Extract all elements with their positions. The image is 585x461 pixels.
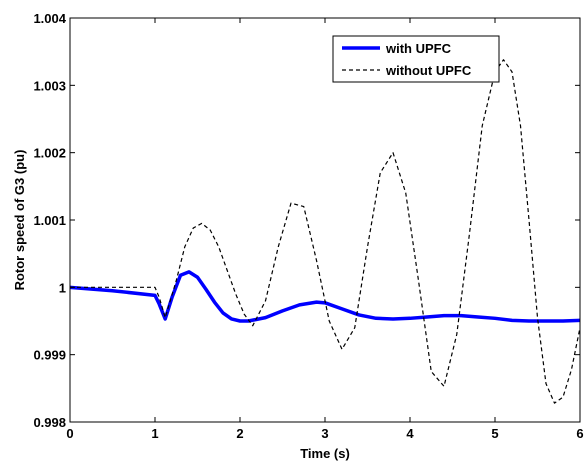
- x-tick-label: 0: [66, 426, 73, 441]
- y-tick-label: 0.998: [33, 415, 66, 430]
- legend-label-without-upfc: without UPFC: [385, 63, 472, 78]
- y-tick-label: 1.002: [33, 146, 66, 161]
- x-tick-label: 6: [576, 426, 583, 441]
- series-layer: [69, 59, 581, 404]
- y-tick-labels: 0.998 0.999 1 1.001 1.002 1.003 1.004: [33, 11, 66, 430]
- x-tick-label: 3: [321, 426, 328, 441]
- y-axis-label: Rotor speed of G3 (pu): [12, 150, 27, 291]
- y-tick-label: 1.001: [33, 213, 66, 228]
- legend-box: [332, 35, 500, 83]
- legend-label-with-upfc: with UPFC: [385, 41, 452, 56]
- y-tick-label: 1.003: [33, 78, 66, 93]
- series-line-without-upfc: [70, 59, 581, 404]
- x-tick-label: 4: [406, 426, 414, 441]
- tick-layer: [69, 17, 581, 423]
- legend: with UPFC without UPFC: [332, 35, 500, 83]
- series-line-with-upfc: [69, 270, 581, 323]
- plot-area: [69, 17, 581, 423]
- x-axis-label: Time (s): [300, 446, 350, 461]
- x-tick-labels: 0 1 2 3 4 5 6: [66, 426, 583, 441]
- y-tick-label: 1: [59, 280, 66, 295]
- x-tick-label: 1: [151, 426, 158, 441]
- x-tick-label: 5: [491, 426, 498, 441]
- y-tick-label: 1.004: [33, 11, 66, 26]
- x-tick-label: 2: [236, 426, 243, 441]
- y-tick-label: 0.999: [33, 348, 66, 363]
